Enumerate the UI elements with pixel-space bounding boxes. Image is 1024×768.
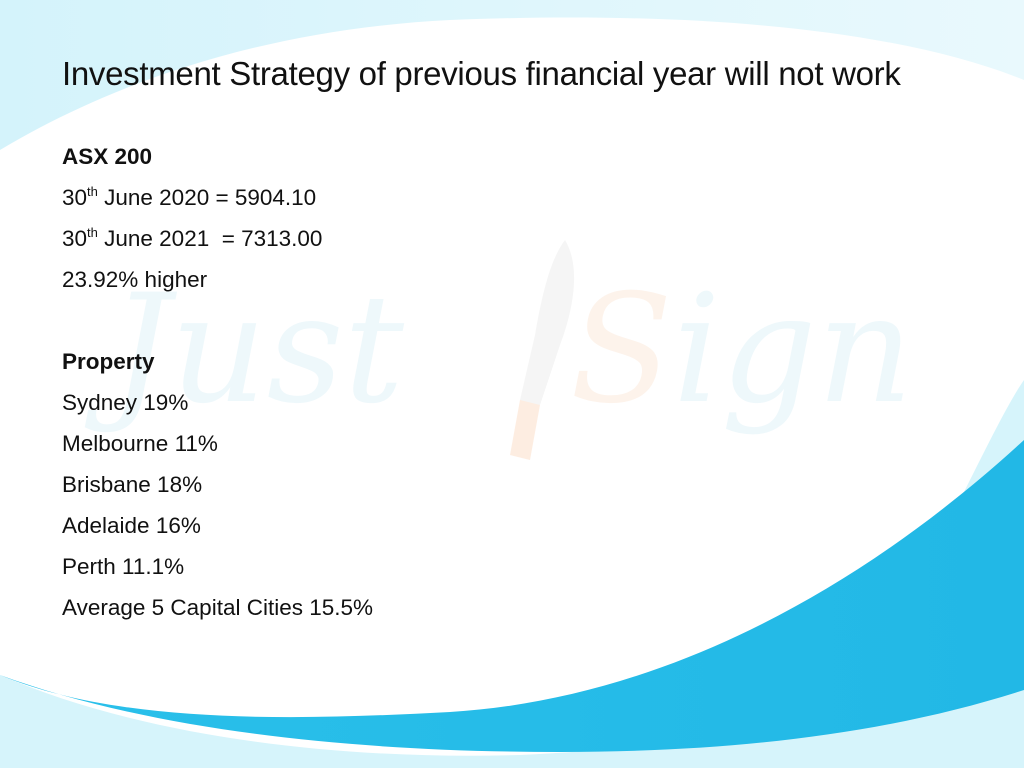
property-item-sydney: Sydney 19%: [62, 390, 189, 415]
asx-summary: 23.92% higher: [62, 267, 208, 292]
property-item-perth: Perth 11.1%: [62, 554, 185, 579]
property-item-adelaide: Adelaide 16%: [62, 513, 201, 538]
asx-row-2020: 30th June 2020 = 5904.10: [62, 184, 317, 210]
property-item-brisbane: Brisbane 18%: [62, 472, 203, 497]
slide-content: Investment Strategy of previous financia…: [62, 52, 962, 628]
property-item-melbourne: Melbourne 11%: [62, 431, 218, 456]
top-wave-tint: [0, 0, 1024, 150]
asx-row-2021: 30th June 2021 = 7313.00: [62, 225, 323, 251]
blue-swoosh: [0, 440, 1024, 752]
property-heading: Property: [62, 349, 155, 374]
slide-body: ASX 200 30th June 2020 = 5904.10 30th Ju…: [62, 136, 962, 628]
spacer: [62, 300, 962, 341]
asx-heading: ASX 200: [62, 144, 153, 169]
property-item-average: Average 5 Capital Cities 15.5%: [62, 595, 374, 620]
slide-title: Investment Strategy of previous financia…: [62, 55, 901, 92]
